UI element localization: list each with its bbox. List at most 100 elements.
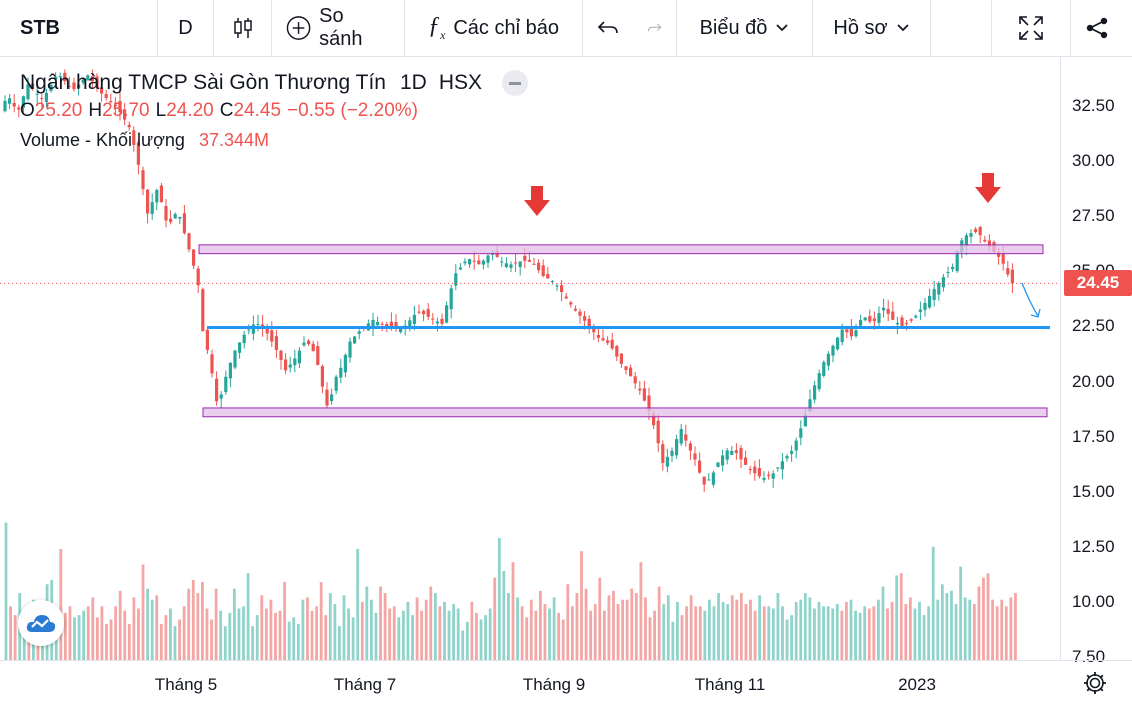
volume-bar xyxy=(397,617,401,660)
volume-bar xyxy=(137,608,140,660)
volume-bar xyxy=(338,626,341,660)
candle-body xyxy=(1001,253,1005,264)
volume-bar xyxy=(77,615,81,660)
volume-bar xyxy=(173,626,177,660)
volume-bar xyxy=(315,606,318,660)
candle-body xyxy=(997,251,1001,257)
candle-body xyxy=(265,329,269,334)
symbol-search[interactable]: STB xyxy=(0,0,158,57)
chart-style-button[interactable] xyxy=(214,0,272,57)
candle-body xyxy=(274,336,278,350)
close-label: C xyxy=(219,100,234,121)
candle-body xyxy=(647,395,651,411)
candle-body xyxy=(31,83,35,89)
interval-button[interactable]: D xyxy=(158,0,214,57)
volume-bar xyxy=(132,597,136,660)
undo-button[interactable] xyxy=(583,0,633,57)
volume-bar xyxy=(625,599,629,660)
time-tick-label: Tháng 9 xyxy=(522,675,586,694)
candle-body xyxy=(748,468,752,470)
candle-body xyxy=(371,319,375,328)
open-value: 25.20 xyxy=(34,100,83,121)
candle-body xyxy=(113,104,117,107)
volume-bar xyxy=(100,606,104,660)
profile-menu[interactable]: Hồ sơ xyxy=(813,0,931,57)
tradingview-logo[interactable] xyxy=(18,600,64,646)
fx-icon: ƒx xyxy=(428,13,446,42)
candle-body xyxy=(468,259,472,265)
volume-bar xyxy=(840,610,844,660)
candle-body xyxy=(619,353,623,364)
fullscreen-button[interactable] xyxy=(991,0,1071,57)
undo-icon xyxy=(597,21,618,34)
volume-bar xyxy=(141,564,145,660)
volume-bar xyxy=(205,608,209,660)
candle-body xyxy=(670,450,674,456)
candle-body xyxy=(905,322,909,324)
volume-bar xyxy=(525,617,529,660)
legend-title-row: Ngân hàng TMCP Sài Gòn Thương Tín 1D HSX xyxy=(20,68,529,98)
candle-body xyxy=(560,285,564,292)
candle-body xyxy=(146,189,150,214)
volume-bar xyxy=(73,617,76,660)
candle-body xyxy=(339,367,343,378)
volume-bar xyxy=(242,606,245,660)
share-button[interactable] xyxy=(1071,0,1123,57)
candle-body xyxy=(334,376,338,391)
candle-body xyxy=(284,359,288,371)
volume-bar xyxy=(95,617,99,660)
candle-body xyxy=(826,353,830,366)
low-label: L xyxy=(155,100,167,121)
volume-bar xyxy=(146,588,149,660)
volume-bar xyxy=(191,579,195,660)
candle-body xyxy=(831,345,835,356)
volume-bar xyxy=(639,562,643,660)
chart-menu[interactable]: Biểu đồ xyxy=(677,0,813,57)
candle-body xyxy=(610,339,614,349)
candle-body xyxy=(757,468,761,477)
compare-button[interactable]: So sánh xyxy=(272,0,405,57)
candle-body xyxy=(316,346,320,365)
close-value: 24.45 xyxy=(233,100,282,121)
indicators-button[interactable]: ƒx Các chỉ báo xyxy=(405,0,583,57)
volume-bar xyxy=(644,597,647,660)
redo-button[interactable] xyxy=(633,0,677,57)
candle-body xyxy=(716,462,720,468)
price-chart[interactable] xyxy=(0,57,1060,660)
volume-bar xyxy=(484,615,487,660)
volume-bar xyxy=(278,610,282,660)
candle-body xyxy=(891,311,895,320)
volume-bar xyxy=(580,551,583,660)
legend-title: Ngân hàng TMCP Sài Gòn Thương Tín xyxy=(20,71,386,94)
volume-bar xyxy=(406,601,410,660)
volume-bar xyxy=(150,599,154,660)
volume-bar xyxy=(854,610,857,660)
volume-bar xyxy=(246,573,250,660)
time-axis[interactable]: Tháng 5 Tháng 7 Tháng 9 Tháng 11 2023 xyxy=(0,660,1132,709)
volume-bar xyxy=(561,619,565,660)
candle-body xyxy=(983,239,987,242)
volume-bar xyxy=(703,610,707,660)
candle-body xyxy=(739,448,743,460)
down-arrow-2 xyxy=(975,173,1001,203)
candle-body xyxy=(725,450,729,460)
collapse-legend-button[interactable] xyxy=(502,70,529,96)
volume-bar xyxy=(575,593,579,660)
volume-bar xyxy=(739,593,743,660)
volume-bar xyxy=(689,595,693,660)
settings-gear-icon[interactable] xyxy=(1082,670,1108,696)
volume-bar xyxy=(881,586,885,660)
price-tick-label: 17.50 xyxy=(1072,426,1115,446)
candle-body xyxy=(215,378,219,402)
time-tick-label: 2023 xyxy=(898,675,936,694)
cloud-chart-icon xyxy=(26,615,56,632)
volume-bar xyxy=(306,597,309,660)
volume-bar xyxy=(767,606,771,660)
candle-body xyxy=(297,350,301,364)
volume-bar xyxy=(717,593,720,660)
high-value: 25.70 xyxy=(102,100,150,121)
volume-bar xyxy=(301,599,305,660)
candle-body xyxy=(422,310,426,315)
volume-bar xyxy=(698,606,702,660)
candle-body xyxy=(964,235,968,246)
